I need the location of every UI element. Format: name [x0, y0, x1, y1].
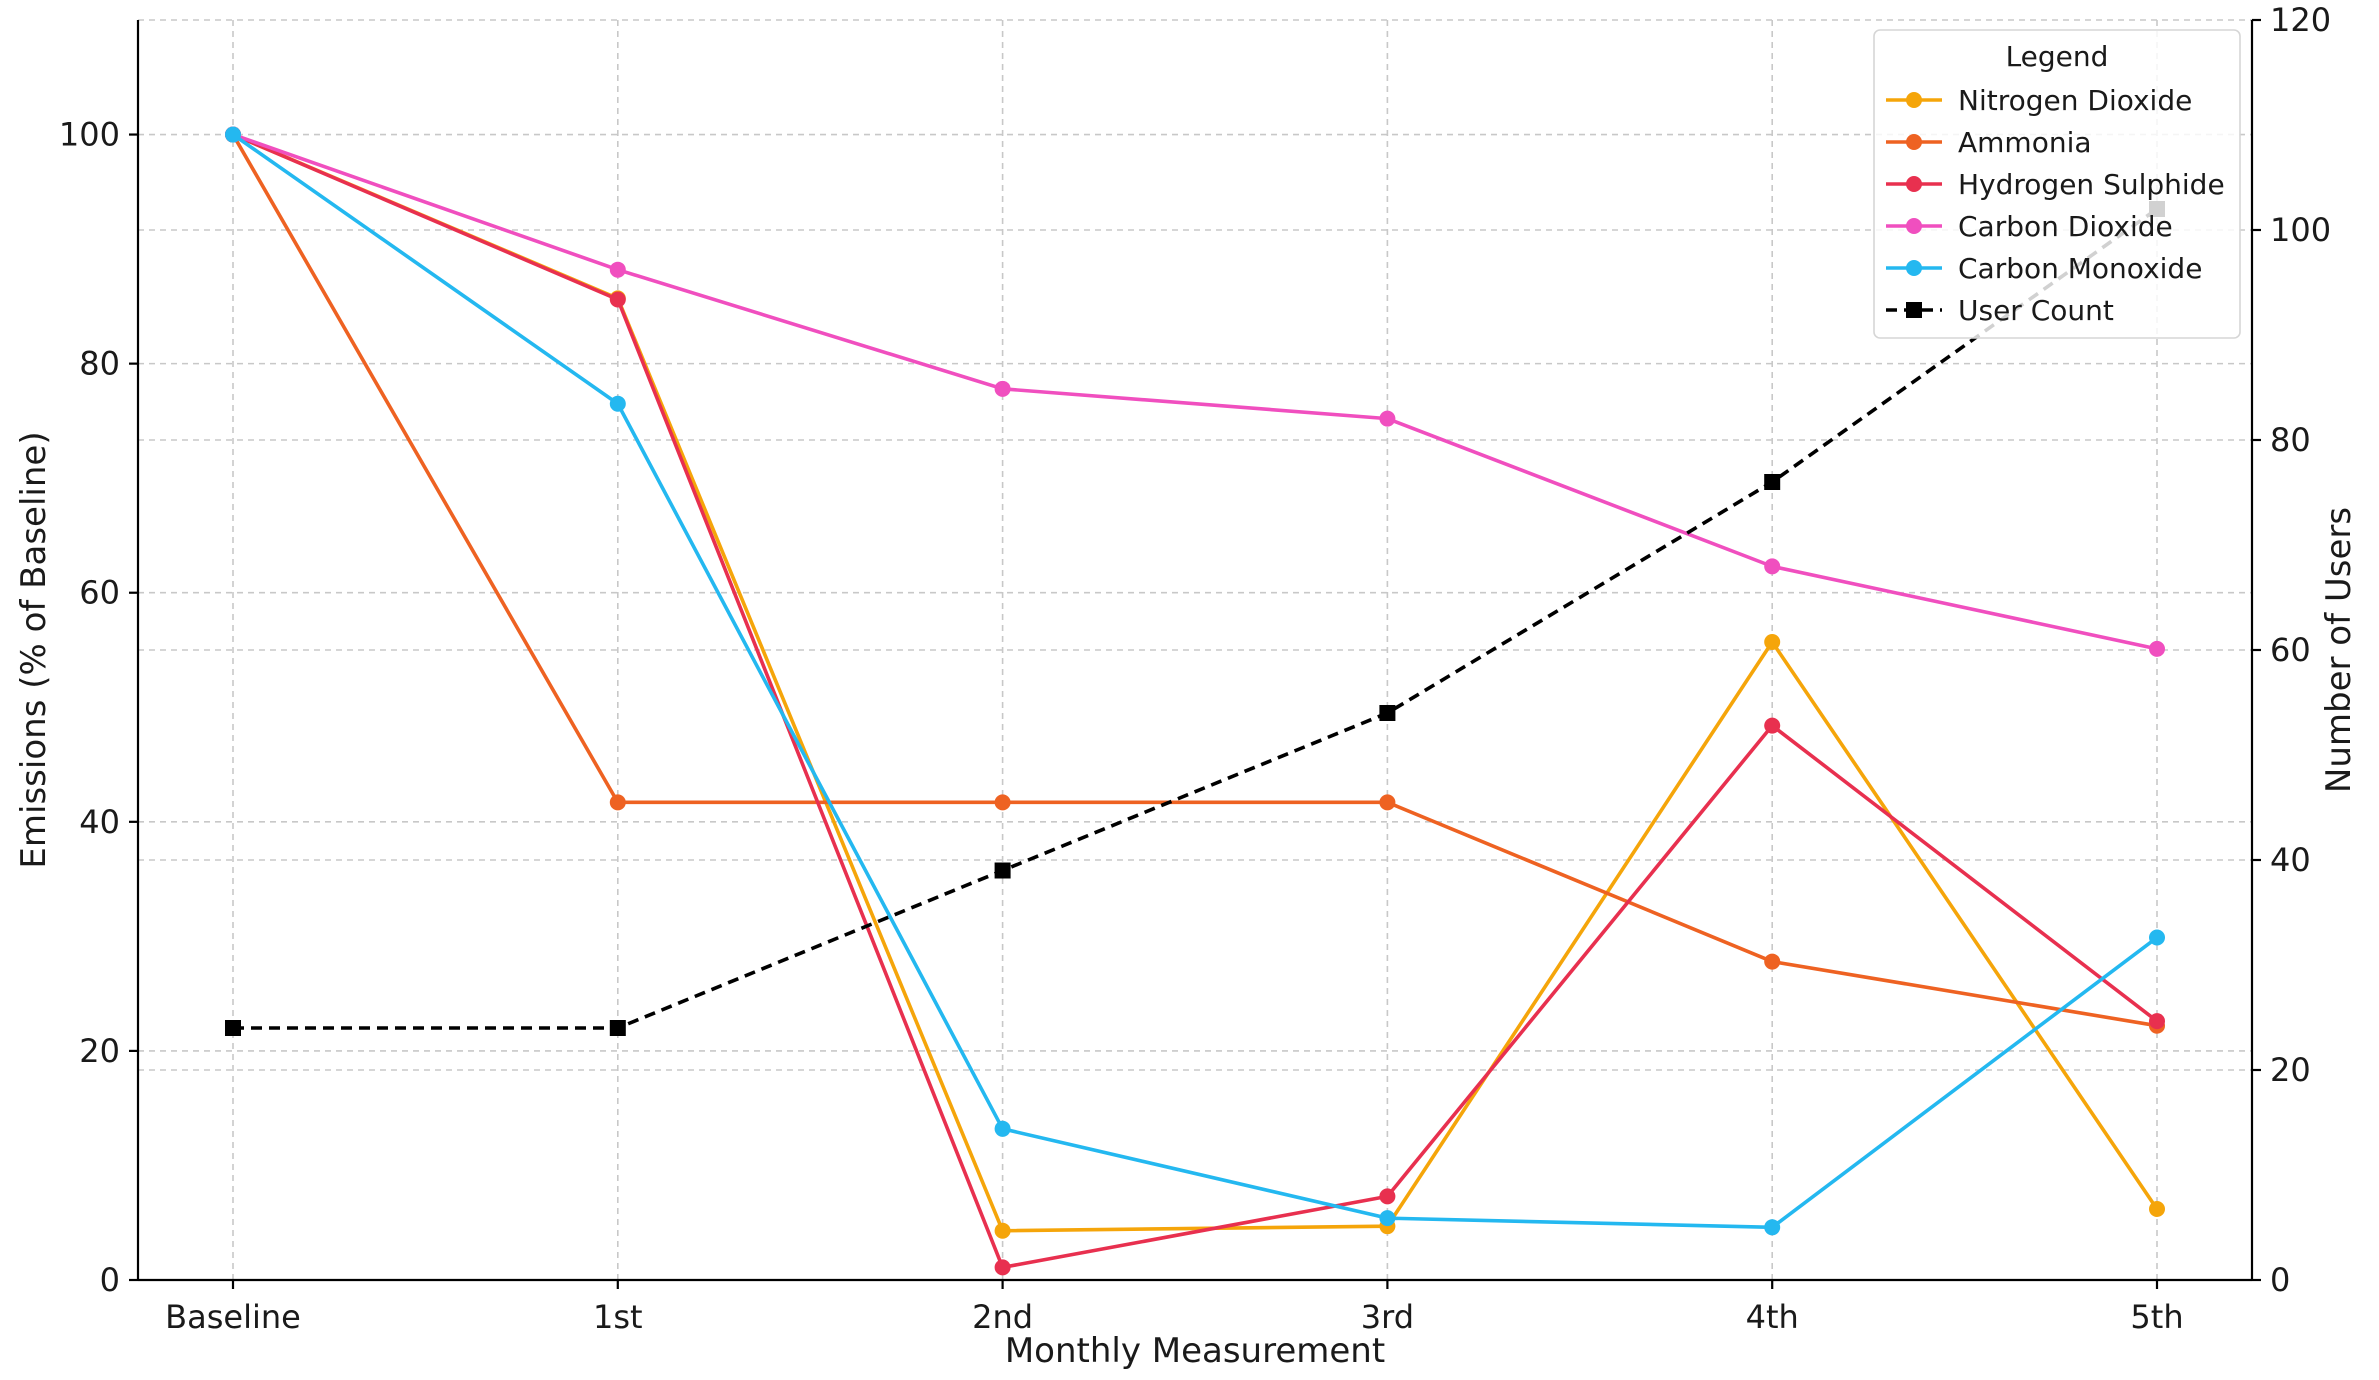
x-tick-label: 3rd	[1361, 1298, 1414, 1336]
y-tick-label: 80	[79, 345, 120, 383]
legend-entry-nitrogen-dioxide: Nitrogen Dioxide	[1886, 84, 2192, 117]
y2-tick-label: 20	[2270, 1051, 2311, 1089]
data-point-user-count	[994, 862, 1011, 879]
legend: Legend Nitrogen Dioxide Ammonia Hydrogen Su…	[1873, 29, 2241, 339]
series-line-carbon-dioxide	[232, 132, 2158, 651]
data-point-carbon-monoxide	[609, 395, 626, 412]
data-point-carbon-dioxide	[994, 380, 1011, 397]
data-point-nitrogen-dioxide	[2149, 1200, 2165, 1217]
legend-label: Carbon Monoxide	[1958, 252, 2202, 285]
data-point-hydrogen-sulphide	[2149, 1013, 2165, 1030]
legend-marker-hydrogen-sulphide	[1906, 176, 1922, 192]
series-line-hydrogen-sulphide	[232, 132, 2159, 1270]
data-point-carbon-monoxide	[2149, 929, 2165, 946]
data-point-carbon-dioxide	[609, 261, 626, 278]
data-point-carbon-monoxide	[1764, 1219, 1781, 1236]
y-tick-label: 40	[79, 803, 120, 841]
data-point-carbon-monoxide	[994, 1120, 1011, 1137]
legend-entry-carbon-monoxide: Carbon Monoxide	[1886, 252, 2202, 285]
y2-axis-title: Number of Users	[2319, 507, 2359, 793]
series-hydrogen-sulphide	[225, 126, 2165, 1276]
data-point-ammonia	[994, 794, 1011, 811]
y-tick-label: 100	[59, 116, 120, 154]
x-tick-label: 4th	[1746, 1298, 1799, 1336]
data-point-hydrogen-sulphide	[609, 291, 626, 308]
data-point-hydrogen-sulphide	[1379, 1188, 1396, 1205]
series-carbon-monoxide	[225, 126, 2165, 1236]
legend-label: User Count	[1958, 294, 2114, 327]
legend-marker-user-count	[1906, 302, 1922, 318]
data-point-nitrogen-dioxide	[994, 1222, 1011, 1239]
y2-tick-label: 0	[2270, 1261, 2290, 1299]
legend-label: Carbon Dioxide	[1958, 210, 2173, 243]
y-tick-label: 20	[79, 1032, 120, 1070]
data-point-ammonia	[609, 794, 626, 811]
series-line-ammonia	[231, 133, 2158, 1028]
legend-title: Legend	[2006, 40, 2109, 73]
legend-label: Hydrogen Sulphide	[1958, 168, 2225, 201]
legend-entry-ammonia: Ammonia	[1886, 126, 2092, 159]
x-tick-label: 5th	[2130, 1298, 2183, 1336]
x-axis-title: Monthly Measurement	[1005, 1331, 1385, 1371]
legend-marker-carbon-monoxide	[1906, 260, 1922, 276]
x-tick-label: 1st	[593, 1298, 643, 1336]
data-point-hydrogen-sulphide	[1764, 717, 1781, 734]
data-point-user-count	[1379, 705, 1396, 721]
legend-entry-carbon-dioxide: Carbon Dioxide	[1886, 210, 2173, 243]
data-point-carbon-dioxide	[2149, 640, 2165, 657]
y2-tick-label: 60	[2270, 631, 2311, 669]
data-point-ammonia	[1764, 953, 1781, 970]
legend-entry-user-count: User Count	[1886, 294, 2114, 327]
legend-marker-carbon-dioxide	[1906, 218, 1922, 234]
data-point-user-count	[1764, 474, 1781, 490]
legend-label: Nitrogen Dioxide	[1958, 84, 2192, 117]
legend-entry-hydrogen-sulphide: Hydrogen Sulphide	[1886, 168, 2225, 201]
series-line-nitrogen-dioxide	[232, 132, 2159, 1233]
legend-label: Ammonia	[1958, 126, 2092, 159]
data-point-nitrogen-dioxide	[1764, 633, 1781, 650]
y-tick-label: 60	[79, 574, 120, 612]
y-axis-title: Emissions (% of Baseline)	[14, 431, 54, 868]
y2-tick-label: 120	[2270, 1, 2331, 39]
series-line-carbon-monoxide	[231, 133, 2159, 1230]
data-point-user-count	[609, 1020, 626, 1036]
data-point-carbon-monoxide	[225, 126, 241, 143]
data-point-hydrogen-sulphide	[994, 1259, 1011, 1276]
legend-marker-ammonia	[1906, 134, 1922, 150]
x-tick-label: 2nd	[972, 1298, 1033, 1336]
y-tick-label: 0	[100, 1261, 120, 1299]
data-point-carbon-monoxide	[1379, 1210, 1396, 1227]
legend-box	[1873, 29, 2241, 339]
data-point-carbon-dioxide	[1764, 558, 1781, 575]
series-lines	[225, 126, 2165, 1276]
series-line-user-count	[233, 207, 2159, 1030]
axes: Baseline 1st 2nd 3rd 4th 5th 0 20 40 60 80 100 0 20 40…	[14, 1, 2359, 1371]
data-point-carbon-dioxide	[1379, 410, 1396, 427]
y2-tick-label: 40	[2270, 841, 2311, 879]
legend-marker-nitrogen-dioxide	[1906, 92, 1922, 108]
data-point-user-count	[225, 1020, 241, 1036]
y2-tick-label: 80	[2270, 421, 2311, 459]
data-point-ammonia	[1379, 794, 1396, 811]
series-ammonia	[225, 126, 2165, 1034]
y2-tick-label: 100	[2270, 211, 2331, 249]
x-tick-label: Baseline	[165, 1298, 301, 1336]
